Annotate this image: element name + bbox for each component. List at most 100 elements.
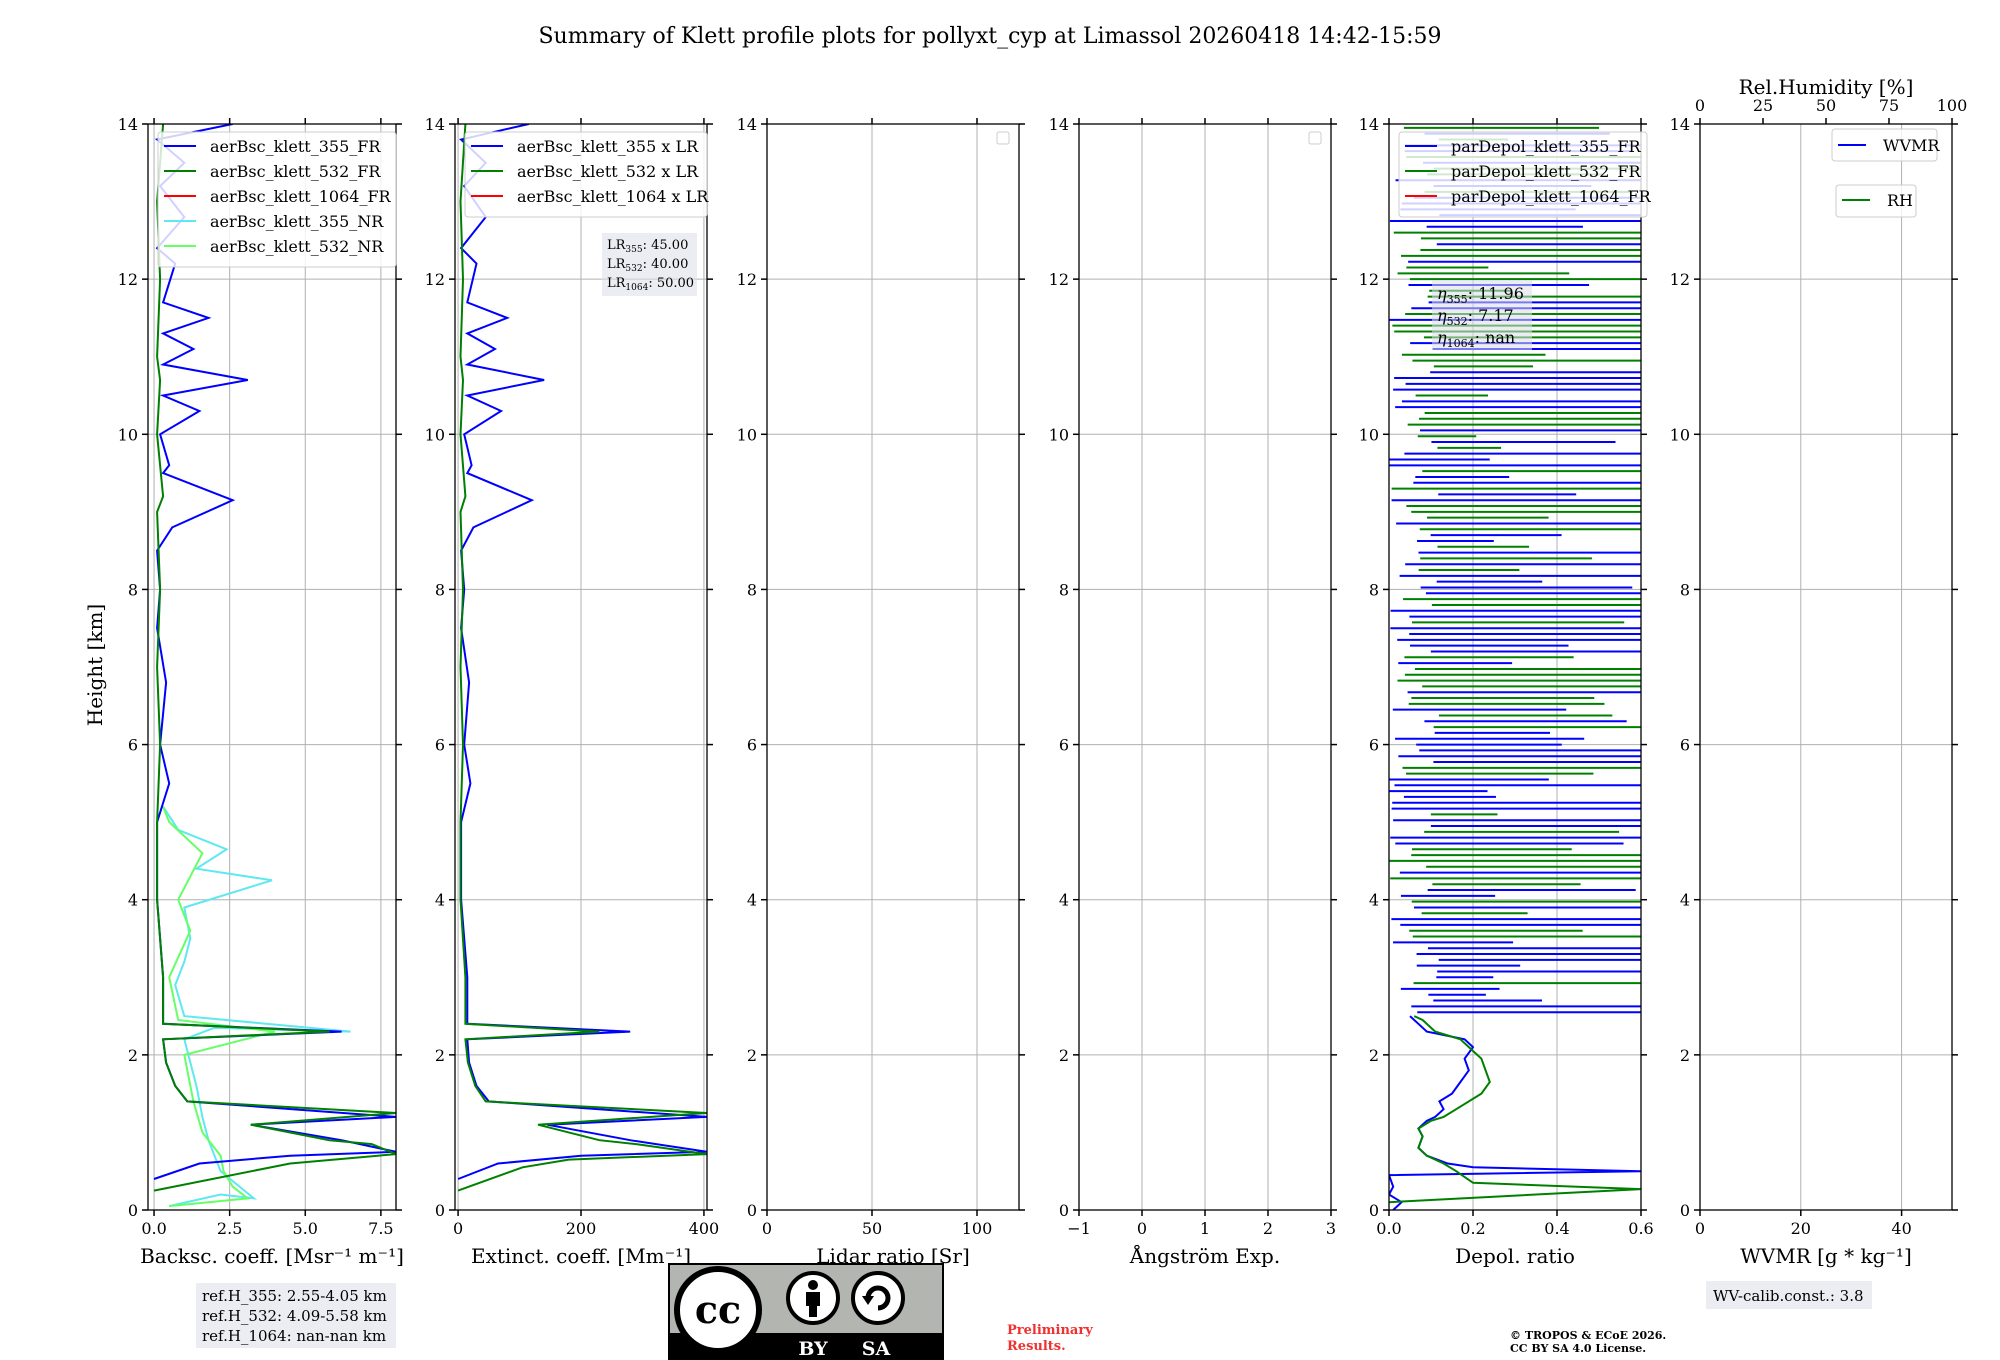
y-tick-label-0: 0 (1059, 1201, 1069, 1220)
top-tick-label-3: 75 (1879, 96, 1899, 115)
legend-label-0: parDepol_klett_355_FR (1451, 137, 1642, 156)
empty-legend-marker (1308, 131, 1322, 145)
copyright-line-1: © TROPOS & ECoE 2026. (1510, 1329, 1666, 1342)
y-tick-label-4: 8 (128, 580, 138, 599)
lr-value: : 50.00 (648, 276, 694, 291)
panel-wv: 0 2 4 6 8 10 12 14 0 20 40 WVMR [g * kg⁻¹] 0 25 50 75 10… (1670, 75, 1968, 1268)
lr-prefix: LR (607, 257, 627, 272)
y-tick-label-1: 2 (1059, 1046, 1069, 1065)
y-axis-label: Height [km] (83, 604, 107, 726)
y-tick-label-6: 12 (118, 270, 138, 289)
y-tick-label-4: 8 (1369, 580, 1379, 599)
top-axis-label: Rel.Humidity [%] (1739, 75, 1914, 99)
legend: parDepol_klett_355_FR parDepol_klett_532_… (1398, 131, 1652, 218)
x-axis-label: Backsc. coeff. [Msr⁻¹ m⁻¹] (140, 1244, 404, 1268)
lr-line-0: LR355: 45.00 (607, 238, 688, 255)
eta-line-2: η1064: nan (1437, 328, 1515, 350)
y-tick-label-4: 8 (1680, 580, 1690, 599)
x-axis-label: WVMR [g * kg⁻¹] (1740, 1244, 1912, 1268)
y-tick-label-6: 12 (1359, 270, 1379, 289)
y-tick-label-7: 14 (1359, 115, 1379, 134)
x-tick-label-0: 0 (1695, 1219, 1705, 1238)
x-tick-label-0: 0 (762, 1219, 772, 1238)
y-tick-label-2: 4 (747, 891, 757, 910)
legend-frame (157, 131, 397, 268)
legend-label-2: parDepol_klett_1064_FR (1451, 187, 1652, 206)
y-tick-label-4: 8 (1059, 580, 1069, 599)
series-group (457, 124, 707, 1192)
attribution-person-icon (786, 1271, 840, 1325)
y-tick-label-1: 2 (435, 1046, 445, 1065)
y-tick-label-5: 10 (737, 425, 757, 444)
y-tick-label-3: 6 (747, 736, 757, 755)
y-tick-label-0: 0 (1369, 1201, 1379, 1220)
x-tick-label-2: 40 (1891, 1219, 1911, 1238)
y-tick-label-3: 6 (435, 736, 445, 755)
legend-label-0: aerBsc_klett_355 x LR (517, 137, 699, 156)
x-tick-label-2: 5.0 (293, 1219, 318, 1238)
legend-label-2: aerBsc_klett_1064_FR (210, 187, 392, 206)
y-tick-label-5: 10 (1359, 425, 1379, 444)
y-tick-label-5: 10 (1670, 425, 1690, 444)
panel-bsc: 0 2 4 6 8 10 12 14 0.0 2.5 5.0 7.5 Backsc. coeff. [M… (118, 115, 404, 1268)
refh-1064: ref.H_1064: nan-nan km (202, 1327, 386, 1345)
y-tick-label-0: 0 (747, 1201, 757, 1220)
share-alike-icon (851, 1271, 905, 1325)
y-tick-label-6: 12 (425, 270, 445, 289)
y-tick-label-7: 14 (1670, 115, 1690, 134)
legend-wvmr: WVMR (1831, 128, 1940, 162)
legend-label-1: aerBsc_klett_532 x LR (517, 162, 699, 181)
preliminary-line-1: Preliminary (1007, 1323, 1093, 1338)
legend-label-2: aerBsc_klett_1064 x LR (517, 187, 709, 206)
series-line-parDepol_klett_532_FR (1389, 1015, 1641, 1204)
series-line-aerBsc_klett_355_NR (162, 806, 351, 1208)
y-tick-label-6: 12 (1670, 270, 1690, 289)
lr-prefix: LR (607, 276, 627, 291)
axes-frame (766, 123, 1020, 1211)
y-tick-label-6: 12 (737, 270, 757, 289)
y-tick-label-2: 4 (1680, 891, 1690, 910)
eta-line-0: η355: 11.96 (1437, 284, 1524, 306)
y-tick-label-4: 8 (747, 580, 757, 599)
x-tick-label-2: 100 (962, 1219, 993, 1238)
eta-box-bg (1432, 280, 1532, 350)
legend-label: WVMR (1883, 136, 1940, 155)
x-axis-label: Depol. ratio (1455, 1244, 1575, 1268)
lr-prefix: LR (607, 238, 627, 253)
legend-frame (1398, 131, 1648, 218)
y-tick-label-3: 6 (1680, 736, 1690, 755)
lr-line-2: LR1064: 50.00 (607, 276, 694, 293)
legend: aerBsc_klett_355 x LR aerBsc_klett_532 x … (464, 131, 709, 218)
refh-532: ref.H_532: 4.09-5.58 km (202, 1307, 387, 1325)
x-tick-label-1: 0.2 (1460, 1219, 1485, 1238)
eta-subscript: 532 (1447, 315, 1468, 328)
x-tick-label-2: 1 (1200, 1219, 1210, 1238)
y-tick-label-2: 4 (128, 891, 138, 910)
lr-line-1: LR532: 40.00 (607, 257, 688, 274)
lr-box-bg (602, 233, 697, 296)
x-tick-label-0: 0 (453, 1219, 463, 1238)
y-tick-label-7: 14 (1049, 115, 1069, 134)
top-tick-label-1: 25 (1753, 96, 1773, 115)
axes-frame (147, 123, 397, 1211)
x-tick-label-1: 0 (1137, 1219, 1147, 1238)
legend-label-4: aerBsc_klett_532_NR (210, 237, 384, 256)
cc-logo-text: cc (695, 1287, 741, 1332)
license-by-label: BY (798, 1338, 828, 1360)
series-line-aerBsc_klett_532 x LR (457, 124, 707, 1192)
x-tick-label-0: −1 (1067, 1219, 1091, 1238)
lr-subscript: 355 (625, 245, 642, 255)
x-tick-label-3: 2 (1263, 1219, 1273, 1238)
top-tick-label-4: 100 (1937, 96, 1968, 115)
lr-value: : 40.00 (643, 257, 689, 272)
top-tick-label-0: 0 (1695, 96, 1705, 115)
cc-logo-icon: cc (674, 1266, 762, 1354)
y-tick-label-0: 0 (1680, 1201, 1690, 1220)
legend-frame (1835, 184, 1917, 218)
panel-ext: 0 2 4 6 8 10 12 14 0 200 400 Extinct. coeff. [Mm⁻¹]… (425, 115, 720, 1268)
eta-symbol: η (1437, 328, 1447, 347)
top-tick-label-2: 50 (1816, 96, 1836, 115)
